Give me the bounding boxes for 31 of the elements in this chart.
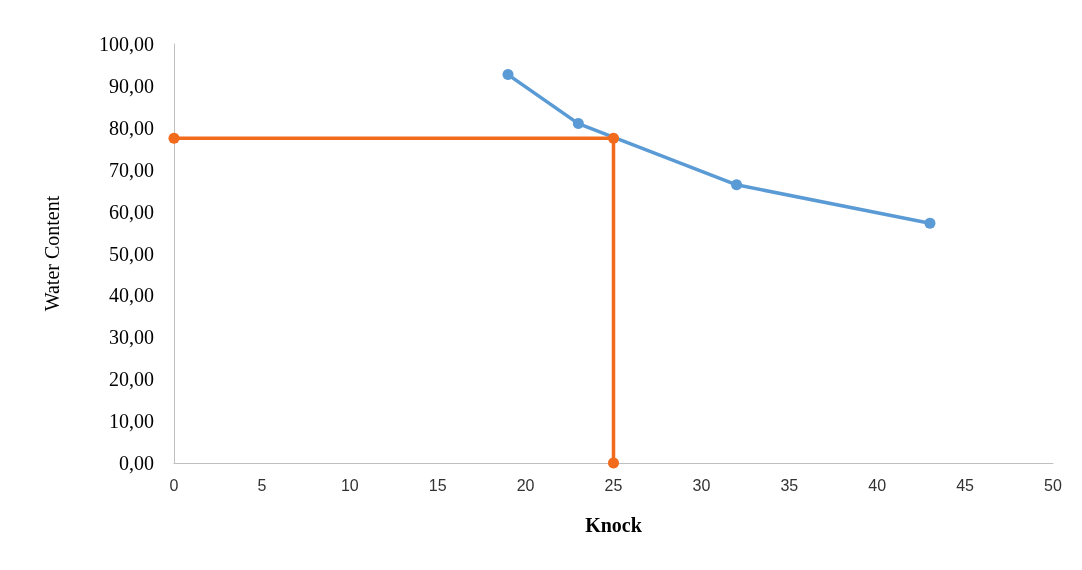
point bbox=[924, 217, 936, 229]
y-tick-label: 20,00 bbox=[109, 368, 154, 391]
y-tick-label: 70,00 bbox=[109, 158, 154, 181]
x-tick-label: 50 bbox=[1044, 476, 1062, 494]
x-tick-label: 35 bbox=[780, 476, 799, 494]
y-tick-label: 60,00 bbox=[109, 200, 154, 223]
x-tick-label: 0 bbox=[169, 476, 179, 494]
x-tick-label: 45 bbox=[956, 476, 975, 494]
point bbox=[731, 179, 743, 191]
y-tick-label: 40,00 bbox=[109, 284, 154, 307]
y-tick-label: 10,00 bbox=[109, 410, 154, 433]
x-tick-label: 5 bbox=[257, 476, 267, 494]
point bbox=[572, 118, 584, 130]
point bbox=[502, 69, 514, 81]
point bbox=[168, 132, 180, 144]
x-tick-label: 30 bbox=[692, 476, 711, 494]
x-tick-label: 25 bbox=[604, 476, 623, 494]
y-axis-title: Water Content bbox=[41, 195, 63, 312]
x-tick-label: 20 bbox=[516, 476, 535, 494]
x-tick-label: 10 bbox=[340, 476, 359, 494]
x-tick-label: 40 bbox=[868, 476, 887, 494]
point bbox=[608, 457, 619, 469]
point bbox=[608, 132, 619, 144]
x-tick-label: 15 bbox=[428, 476, 447, 494]
y-tick-label: 100,00 bbox=[99, 33, 154, 55]
y-tick-label: 50,00 bbox=[109, 242, 154, 265]
y-tick-label: 80,00 bbox=[109, 116, 154, 139]
y-tick-label: 90,00 bbox=[109, 74, 154, 97]
y-tick-label: 30,00 bbox=[109, 326, 154, 349]
y-tick-label: 0,00 bbox=[119, 452, 154, 474]
x-axis-title: Knock bbox=[585, 514, 643, 536]
